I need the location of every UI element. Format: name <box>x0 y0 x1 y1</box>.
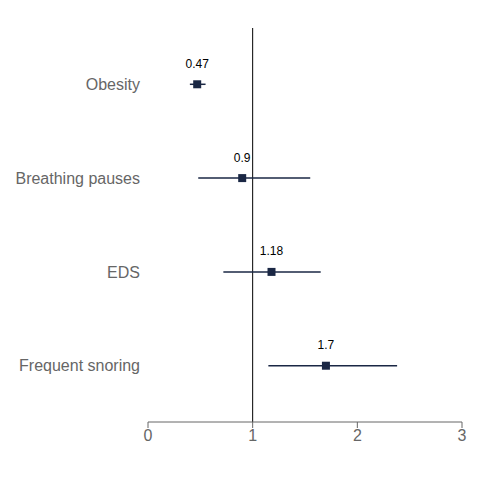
svg-text:0.9: 0.9 <box>234 151 251 165</box>
svg-text:2: 2 <box>353 427 362 444</box>
svg-text:EDS: EDS <box>107 264 140 281</box>
svg-text:3: 3 <box>458 427 467 444</box>
svg-text:Frequent snoring: Frequent snoring <box>19 357 140 374</box>
svg-text:0: 0 <box>144 427 153 444</box>
svg-text:1: 1 <box>248 427 257 444</box>
svg-text:1.18: 1.18 <box>260 244 284 258</box>
svg-text:Obesity: Obesity <box>86 76 140 93</box>
svg-text:Breathing pauses: Breathing pauses <box>15 170 140 187</box>
svg-text:1.7: 1.7 <box>318 338 335 352</box>
svg-text:0.47: 0.47 <box>186 57 210 71</box>
